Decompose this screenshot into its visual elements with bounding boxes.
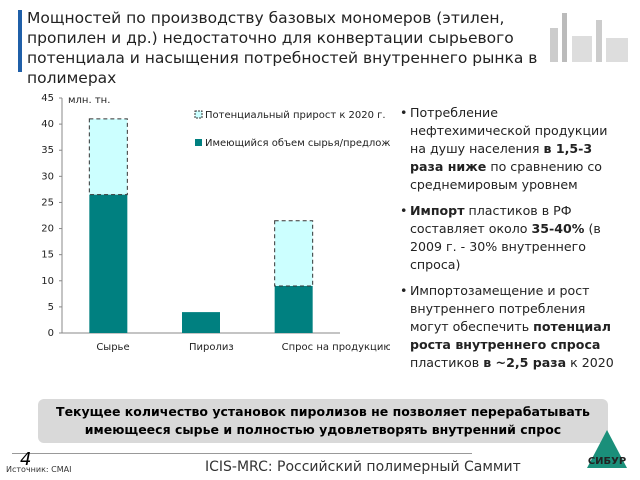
logo: СИБУР	[587, 430, 627, 468]
bullet-text: к 2020	[566, 355, 614, 370]
x-tick-label: Спрос на продукцию в РФ	[282, 342, 390, 353]
bullet-text: по сравнению со среднемировым уровнем	[410, 159, 602, 192]
bullet-text: потенциал роста внутреннего спроса	[410, 319, 611, 352]
y-tick-label: 45	[41, 93, 54, 104]
legend-swatch	[194, 110, 203, 119]
bullet-text: Импортозамещение и рост внутреннего потр…	[410, 283, 590, 334]
footer-rule	[12, 453, 472, 454]
y-tick-label: 40	[41, 119, 54, 130]
bullet-text: Импорт	[410, 203, 465, 218]
bar-segment	[182, 312, 220, 333]
x-tick-label: Пиролиз	[189, 342, 234, 353]
bullet-text: 35-40%	[531, 221, 585, 236]
callout-text: Текущее количество установок пиролизов н…	[56, 404, 590, 437]
legend-label: Имеющийся объем сырья/предложения	[205, 138, 390, 149]
y-tick-label: 0	[48, 328, 54, 339]
bullet: Потребление нефтехимической продукции на…	[400, 104, 615, 194]
bullet-list: Потребление нефтехимической продукции на…	[400, 104, 615, 380]
y-tick-label: 10	[41, 276, 54, 287]
bar-segment	[88, 118, 128, 196]
bullet: Импорт пластиков в РФ составляет около 3…	[400, 202, 615, 274]
source: Источник: CMAI	[6, 465, 72, 474]
svg-text:СИБУР: СИБУР	[588, 456, 626, 467]
bullet-text: в 1,5-3 раза ниже	[410, 141, 593, 174]
bar-segment	[274, 220, 314, 287]
bullet-text: пластиков	[410, 355, 484, 370]
y-tick-label: 25	[41, 197, 54, 208]
y-axis-label: млн. тн.	[68, 95, 110, 106]
bar-segment	[274, 286, 313, 333]
footer-text: ICIS-MRC: Российский полимерный Саммит	[205, 459, 521, 475]
accent-bar	[18, 10, 22, 72]
bar-segment	[89, 194, 128, 333]
bullet-text: пластиков в РФ составляет около	[410, 203, 572, 236]
bullet-text: (в 2009 г. - 30% внутреннего спроса)	[410, 221, 601, 272]
y-tick-label: 30	[41, 171, 54, 182]
bullet-text: в ~2,5 раза	[483, 355, 567, 370]
y-tick-label: 35	[41, 145, 54, 156]
y-tick-label: 15	[41, 250, 54, 261]
x-tick-label: Сырье	[96, 342, 129, 353]
bullet: Импортозамещение и рост внутреннего потр…	[400, 282, 615, 372]
page-number: 4	[20, 449, 32, 470]
logo-buildings	[550, 13, 628, 62]
legend-label: Потенциальный прирост к 2020 г.	[205, 110, 386, 121]
chart: 0 5 10 15 20 25 30 35 40 45 млн. тн. Сырье Пиролиз Сп…	[41, 93, 390, 353]
callout-box: Текущее количество установок пиролизов н…	[38, 399, 608, 443]
slide-title: Мощностей по производству базовых мономе…	[27, 9, 538, 87]
y-tick-label: 20	[41, 224, 54, 235]
y-tick-label: 5	[48, 302, 54, 313]
legend-swatch	[195, 139, 202, 146]
bullet-text: Потребление нефтехимической продукции на…	[410, 105, 608, 156]
